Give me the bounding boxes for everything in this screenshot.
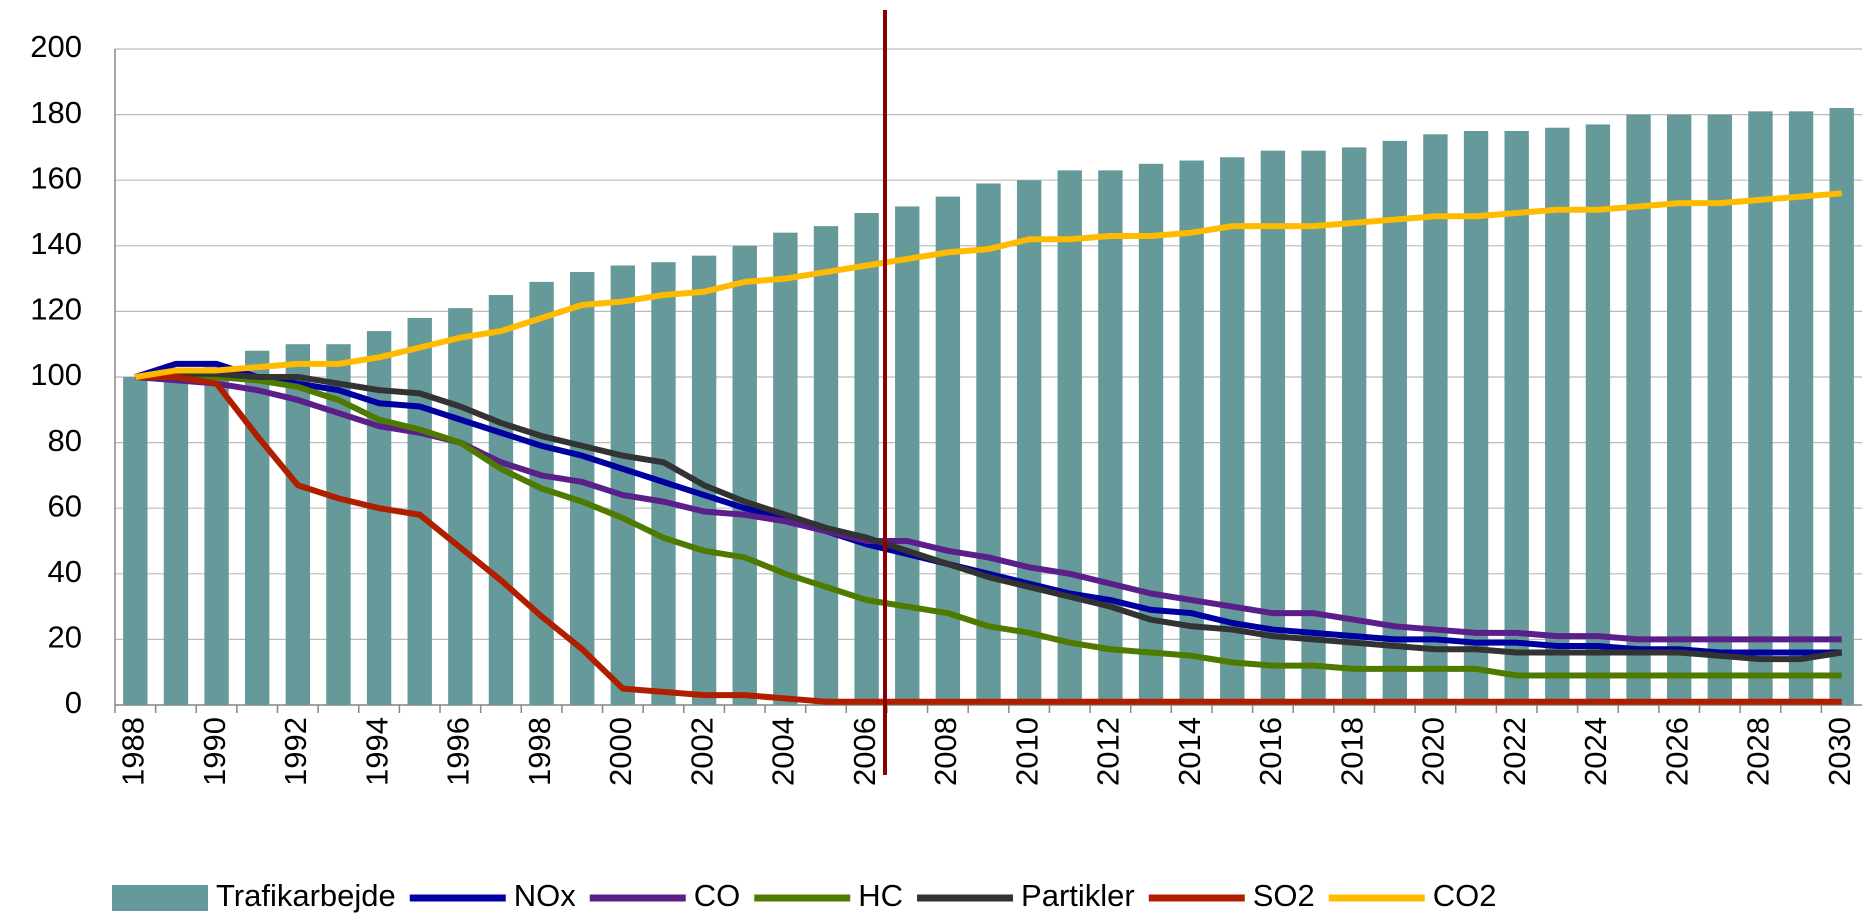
bar xyxy=(1788,111,1814,705)
y-tick-label: 120 xyxy=(30,292,82,327)
legend-label: CO2 xyxy=(1433,878,1497,913)
x-tick-label: 2002 xyxy=(684,717,719,786)
bar xyxy=(935,196,961,705)
legend-label: SO2 xyxy=(1253,878,1315,913)
bar xyxy=(813,226,839,705)
x-tick-label: 2020 xyxy=(1416,717,1451,786)
x-tick-label: 2006 xyxy=(847,717,882,786)
y-tick-label: 100 xyxy=(30,357,82,392)
bar xyxy=(1301,150,1326,705)
bar xyxy=(610,265,636,705)
y-tick-label: 20 xyxy=(48,620,82,655)
x-tick-label: 2008 xyxy=(928,717,963,786)
x-tick-label: 2022 xyxy=(1497,717,1532,786)
bar xyxy=(1463,131,1489,705)
line-series xyxy=(135,374,1842,643)
x-tick-label: 1994 xyxy=(359,717,394,786)
bar xyxy=(123,377,148,705)
x-tick-label: 1998 xyxy=(522,717,557,786)
bar xyxy=(773,232,798,705)
x-tick-label: 2030 xyxy=(1822,717,1857,786)
line-series xyxy=(135,370,1843,663)
x-tick-label: 2004 xyxy=(766,717,801,786)
bar xyxy=(1341,147,1367,705)
x-tick-label: 2026 xyxy=(1659,717,1694,786)
y-tick-label: 200 xyxy=(30,29,82,64)
y-tick-label: 140 xyxy=(30,226,82,261)
bar xyxy=(1829,108,1854,706)
y-tick-label: 0 xyxy=(65,685,82,720)
x-tick-label: 1996 xyxy=(441,717,476,786)
y-tick-label: 180 xyxy=(30,95,82,130)
bar xyxy=(1220,157,1245,706)
bar xyxy=(1098,170,1123,706)
bar xyxy=(204,367,229,705)
bar xyxy=(1626,114,1651,706)
bar xyxy=(976,183,1001,706)
legend-label: CO xyxy=(694,878,741,913)
x-tick-label: 1992 xyxy=(278,717,313,786)
bar xyxy=(1504,131,1529,705)
bar xyxy=(895,206,920,705)
line-series xyxy=(135,374,1842,679)
y-tick-label: 80 xyxy=(48,423,82,458)
legend-label: NOx xyxy=(514,878,577,913)
x-tick-label: 2012 xyxy=(1091,717,1126,786)
bar xyxy=(1666,114,1692,706)
x-tick-label: 2014 xyxy=(1172,717,1207,786)
bar xyxy=(1585,124,1611,705)
legend-label: Partikler xyxy=(1021,878,1135,913)
line-series xyxy=(135,374,1842,705)
x-tick-label: 2010 xyxy=(1009,717,1044,786)
x-tick-label: 2018 xyxy=(1334,717,1369,786)
bar xyxy=(1057,170,1082,706)
line-series xyxy=(134,360,1842,656)
bar xyxy=(488,295,514,705)
y-tick-label: 60 xyxy=(48,488,82,523)
bar xyxy=(1423,134,1448,705)
y-tick-label: 40 xyxy=(48,554,82,589)
x-tick-label: 1988 xyxy=(116,717,151,786)
line-series xyxy=(134,190,1842,380)
bar xyxy=(1260,150,1286,705)
bar xyxy=(163,373,189,705)
x-tick-label: 2016 xyxy=(1253,717,1288,786)
bar xyxy=(1382,140,1407,706)
bar xyxy=(570,272,595,705)
legend-swatch xyxy=(112,885,208,911)
legend-label: Trafikarbejde xyxy=(216,878,396,913)
y-tick-label: 160 xyxy=(30,160,82,195)
x-tick-label: 2000 xyxy=(603,717,638,786)
bar xyxy=(448,308,473,705)
bar xyxy=(1016,180,1042,705)
bar xyxy=(732,245,757,706)
x-tick-label: 1990 xyxy=(197,717,232,786)
x-tick-label: 2024 xyxy=(1578,717,1613,786)
bar xyxy=(1707,114,1732,706)
bar xyxy=(245,350,270,705)
bar xyxy=(854,213,879,705)
x-tick-label: 2028 xyxy=(1741,717,1776,786)
legend-label: HC xyxy=(858,878,903,913)
bar xyxy=(1545,127,1570,706)
bar xyxy=(1748,111,1773,705)
